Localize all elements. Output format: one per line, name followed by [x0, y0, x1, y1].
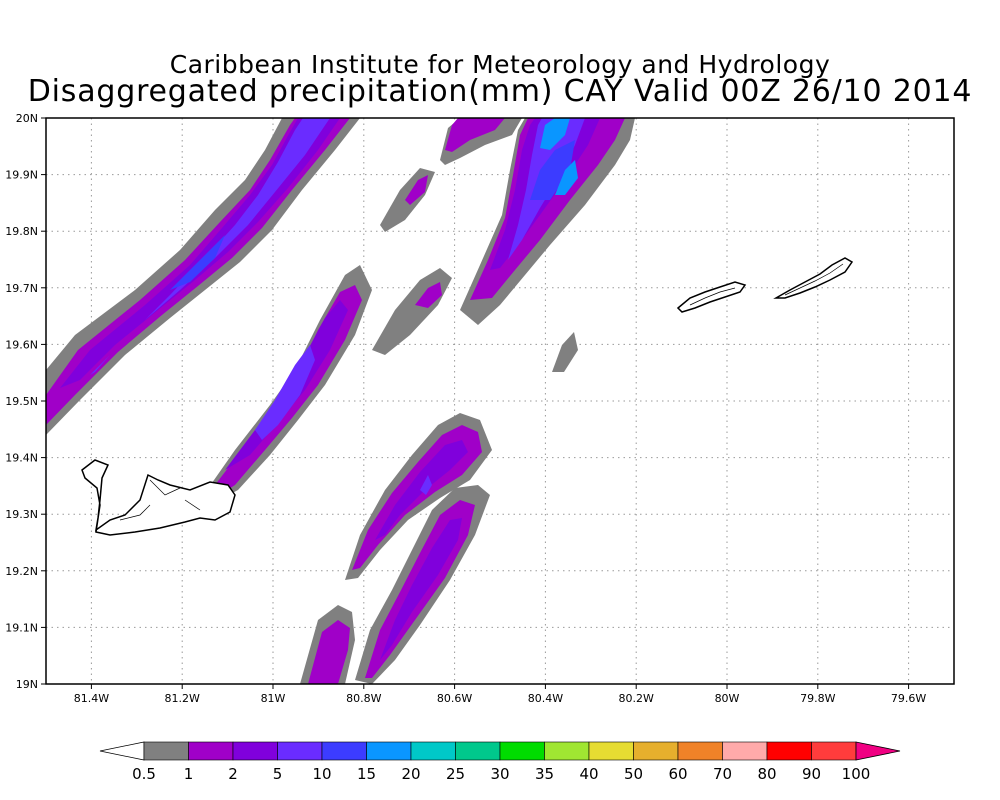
precip-level-10: [170, 140, 575, 290]
colorbar-swatch: [188, 741, 234, 761]
colorbar-label: 2: [228, 765, 238, 783]
colorbar-arrow-high: [855, 741, 901, 761]
colorbar-label: 30: [490, 765, 509, 783]
x-tick-label: 80.6W: [437, 692, 472, 705]
colorbar-swatch: [766, 741, 812, 761]
colorbar-label: 90: [802, 765, 821, 783]
colorbar-label: 1: [184, 765, 194, 783]
island-cayman-brac: [773, 257, 854, 299]
x-tick-label: 79.6W: [891, 692, 926, 705]
colorbar: 0.5 1 2 5 10 15 20 25 30 35 40 50 60 70 80 90 100: [99, 741, 901, 783]
y-tick-label: 19.9N: [5, 169, 38, 182]
longitude-labels: 81.4W 81.2W 81W 80.8W 80.6W 80.4W 80.2W 80W 79.8…: [74, 684, 926, 705]
colorbar-swatch: [677, 741, 723, 761]
x-tick-label: 79.8W: [800, 692, 835, 705]
colorbar-label: 25: [446, 765, 465, 783]
colorbar-swatch: [143, 741, 189, 761]
map-subtitle: Disaggregated precipitation(mm) CAY Vali…: [27, 74, 973, 109]
y-tick-label: 19.7N: [5, 282, 38, 295]
colorbar-swatch: [544, 741, 590, 761]
colorbar-swatch: [722, 741, 768, 761]
x-tick-label: 80.2W: [619, 692, 654, 705]
precip-level-2: [60, 118, 600, 660]
map-title: Caribbean Institute for Meteorology and …: [169, 50, 831, 79]
colorbar-arrow-low: [99, 741, 145, 761]
colorbar-swatch: [588, 741, 634, 761]
map-frame: [45, 117, 955, 685]
colorbar-label: 80: [757, 765, 776, 783]
colorbar-label: 10: [312, 765, 331, 783]
colorbar-swatch: [366, 741, 412, 761]
x-tick-label: 80W: [715, 692, 740, 705]
y-tick-label: 19.6N: [5, 338, 38, 351]
colorbar-swatch: [321, 741, 367, 761]
colorbar-label: 100: [842, 765, 871, 783]
island-little-cayman: [676, 281, 747, 313]
y-tick-label: 19.3N: [5, 508, 38, 521]
colorbar-swatch: [232, 741, 278, 761]
colorbar-label: 40: [579, 765, 598, 783]
colorbar-swatch: [499, 741, 545, 761]
y-tick-label: 19N: [16, 678, 38, 691]
colorbar-label: 70: [713, 765, 732, 783]
x-tick-label: 81W: [261, 692, 286, 705]
precipitation-field: [46, 118, 854, 684]
colorbar-label: 15: [357, 765, 376, 783]
precip-level-15: [540, 118, 578, 195]
colorbar-swatch: [633, 741, 679, 761]
x-tick-label: 80.8W: [346, 692, 381, 705]
y-tick-label: 19.5N: [5, 395, 38, 408]
colorbar-label: 20: [401, 765, 420, 783]
grid-lines: [46, 118, 954, 684]
x-tick-label: 81.4W: [74, 692, 109, 705]
colorbar-label: 35: [535, 765, 554, 783]
island-grand-cayman: [81, 459, 236, 536]
colorbar-swatch: [277, 741, 323, 761]
colorbar-swatch: [811, 741, 857, 761]
colorbar-label: 60: [668, 765, 687, 783]
colorbar-label: 50: [624, 765, 643, 783]
y-tick-label: 19.2N: [5, 565, 38, 578]
colorbar-swatch: [410, 741, 456, 761]
y-tick-label: 20N: [16, 112, 38, 125]
x-tick-label: 81.2W: [165, 692, 200, 705]
latitude-labels: 19N 19.1N 19.2N 19.3N 19.4N 19.5N 19.6N 19.7N 19…: [5, 112, 46, 691]
x-tick-label: 80.4W: [528, 692, 563, 705]
colorbar-label: 0.5: [132, 765, 156, 783]
y-tick-label: 19.8N: [5, 225, 38, 238]
y-tick-label: 19.4N: [5, 452, 38, 465]
colorbar-swatch: [455, 741, 501, 761]
colorbar-label: 5: [273, 765, 283, 783]
y-tick-label: 19.1N: [5, 621, 38, 634]
